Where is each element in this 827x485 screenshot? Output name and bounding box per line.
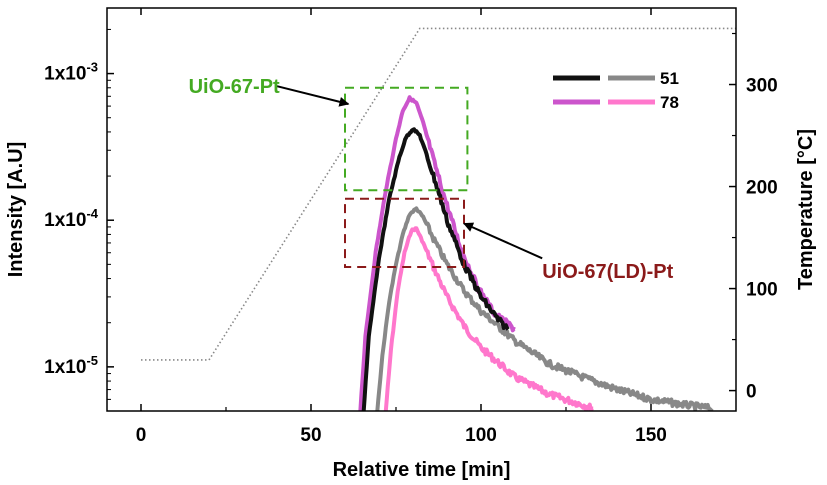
series-78-uio67ld-pt-line bbox=[383, 226, 595, 411]
x-tick-label: 0 bbox=[136, 425, 147, 446]
y-tick-label: 1x10-4 bbox=[44, 206, 99, 231]
x-axis-title: Relative time [min] bbox=[333, 459, 511, 481]
y-tick-base: 1x10 bbox=[44, 357, 86, 378]
annotation-box-uio67-pt bbox=[344, 86, 469, 192]
annotation-arrow-uio67-pt bbox=[276, 85, 350, 107]
annotation-label-uio67-pt: UiO-67-Pt bbox=[189, 76, 280, 98]
temperature-profile-line bbox=[141, 27, 736, 361]
y-tick-base: 1x10 bbox=[44, 64, 86, 85]
y2-axis-title: Temperature [°C] bbox=[795, 129, 817, 290]
x-tick-label: 50 bbox=[300, 425, 321, 446]
y2-tick-label: 0 bbox=[746, 382, 757, 403]
annotation-label-uio67ld-pt: UiO-67(LD)-Pt bbox=[542, 261, 673, 283]
x-tick-label: 150 bbox=[635, 425, 667, 446]
y-tick-label: 1x10-3 bbox=[44, 60, 98, 85]
x-tick-label: 100 bbox=[465, 425, 497, 446]
annotation-arrow-uio67ld-pt bbox=[463, 222, 543, 260]
y2-tick-label: 300 bbox=[746, 76, 778, 97]
y-tick-exponent: -4 bbox=[86, 206, 98, 221]
series-51-uio67ld-pt-line bbox=[375, 206, 714, 411]
legend-label-51: 51 bbox=[660, 69, 679, 88]
plot-frame bbox=[106, 7, 737, 412]
y2-tick-label: 100 bbox=[746, 280, 778, 301]
y-tick-exponent: -5 bbox=[86, 353, 98, 368]
series-51-uio67-pt-line bbox=[361, 127, 510, 411]
legend-label-78: 78 bbox=[660, 93, 679, 112]
y-tick-label: 1x10-5 bbox=[44, 353, 98, 378]
y-tick-base: 1x10 bbox=[44, 210, 86, 231]
annotation-box-uio67ld-pt bbox=[344, 197, 465, 268]
y2-tick-label: 200 bbox=[746, 178, 778, 199]
y-tick-exponent: -3 bbox=[86, 60, 98, 75]
y-axis-title: Intensity [A.U] bbox=[5, 142, 27, 278]
